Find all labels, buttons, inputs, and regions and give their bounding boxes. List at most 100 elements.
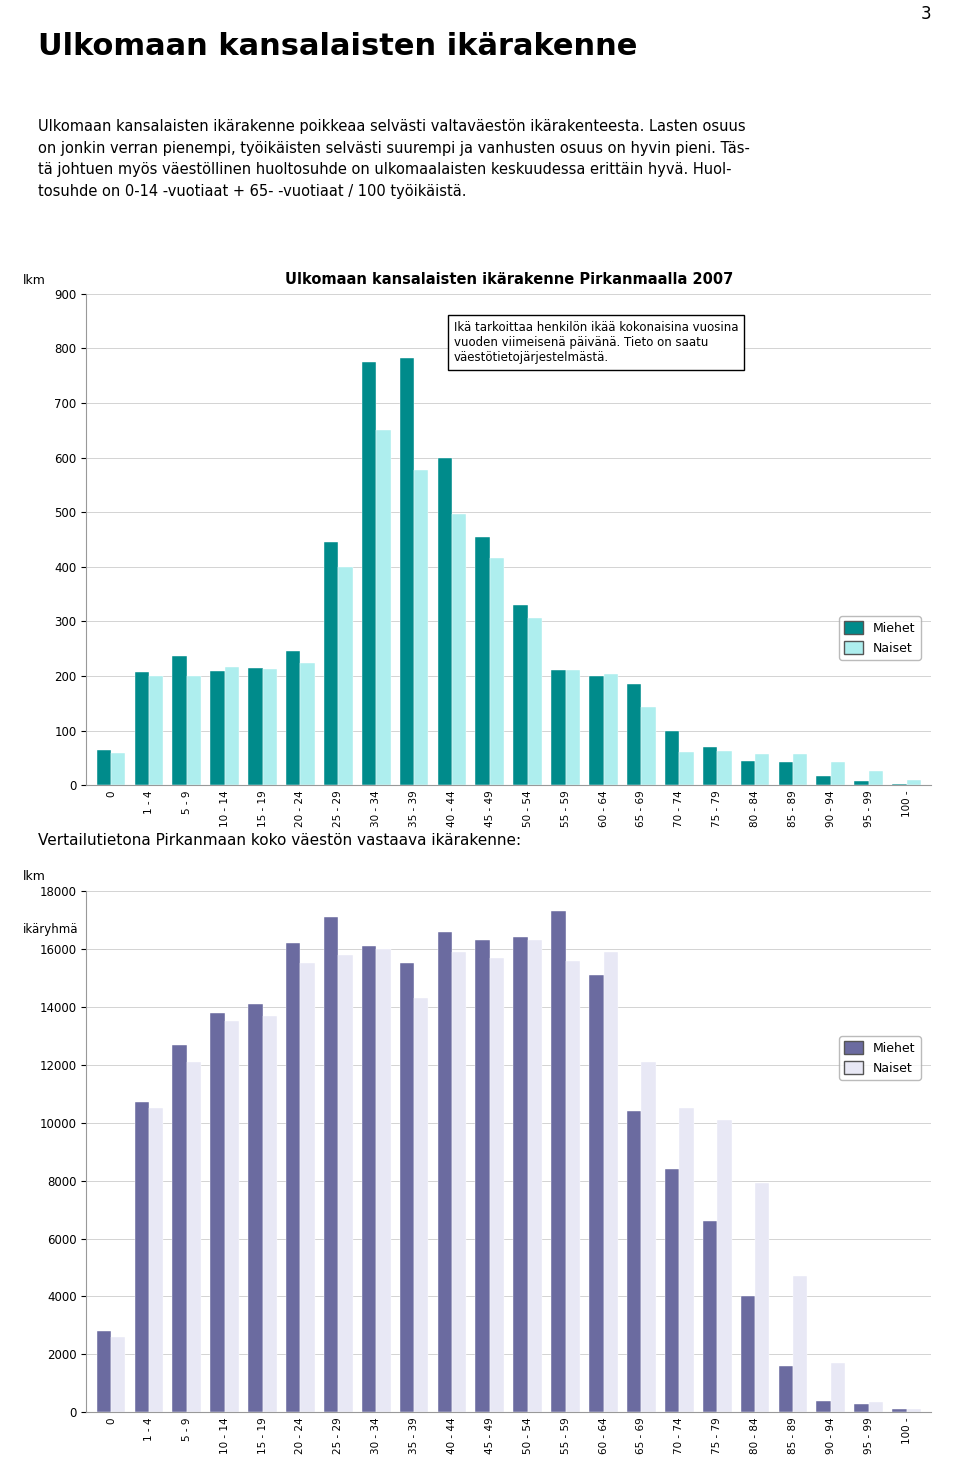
Bar [604, 951, 618, 1412]
Bar [490, 957, 504, 1412]
Text: 3: 3 [921, 6, 931, 23]
Bar [300, 963, 315, 1412]
Bar [362, 363, 376, 785]
Bar [111, 753, 126, 785]
Bar [376, 430, 391, 785]
Bar [703, 1221, 717, 1412]
Title: Ulkomaan kansalaisten ikärakenne Pirkanmaalla 2007: Ulkomaan kansalaisten ikärakenne Pirkanm… [285, 272, 732, 286]
Bar [717, 1120, 732, 1412]
Bar [173, 656, 187, 785]
Text: lkm: lkm [23, 275, 46, 286]
Bar [514, 938, 528, 1412]
Bar [452, 514, 467, 785]
Bar [249, 1004, 262, 1412]
Text: lkm: lkm [23, 871, 46, 884]
Bar [854, 781, 869, 785]
Bar [756, 755, 769, 785]
Bar [589, 677, 604, 785]
Bar [414, 470, 428, 785]
Bar [262, 1016, 276, 1412]
Bar [97, 1331, 111, 1412]
Bar [551, 669, 565, 785]
Bar [641, 1061, 656, 1412]
Bar [300, 664, 315, 785]
Bar [906, 1409, 921, 1412]
Bar [414, 998, 428, 1412]
Text: ikäryhmä: ikäryhmä [23, 923, 79, 937]
Bar [438, 458, 452, 785]
Bar [149, 677, 163, 785]
Bar [438, 932, 452, 1412]
Bar [551, 912, 565, 1412]
Bar [324, 918, 338, 1412]
Bar [249, 668, 262, 785]
Bar [741, 760, 756, 785]
Bar [187, 677, 202, 785]
Bar [627, 1111, 641, 1412]
Bar [565, 960, 580, 1412]
Bar [717, 752, 732, 785]
Bar [286, 942, 300, 1412]
Bar [830, 1362, 845, 1412]
Bar [225, 668, 239, 785]
Bar [779, 762, 793, 785]
Bar [779, 1365, 793, 1412]
Bar [528, 941, 542, 1412]
Legend: Miehet, Naiset: Miehet, Naiset [839, 617, 921, 659]
Bar [324, 542, 338, 785]
Bar [514, 605, 528, 785]
Bar [210, 671, 225, 785]
Bar [604, 674, 618, 785]
Legend: Miehet, Naiset: Miehet, Naiset [839, 1036, 921, 1079]
Bar [641, 708, 656, 785]
Bar [680, 752, 694, 785]
Bar [756, 1183, 769, 1412]
Text: Vertailutietona Pirkanmaan koko väestön vastaava ikärakenne:: Vertailutietona Pirkanmaan koko väestön … [38, 832, 521, 849]
Bar [665, 731, 680, 785]
Text: Ulkomaan kansalaisten ikärakenne poikkeaa selvästi valtaväestön ikärakenteesta. : Ulkomaan kansalaisten ikärakenne poikkea… [38, 119, 751, 198]
Bar [892, 1409, 906, 1412]
Bar [452, 951, 467, 1412]
Bar [528, 618, 542, 785]
Bar [793, 1276, 807, 1412]
Bar [187, 1061, 202, 1412]
Bar [665, 1169, 680, 1412]
Bar [627, 684, 641, 785]
Bar [830, 762, 845, 785]
Bar [816, 775, 830, 785]
Bar [376, 948, 391, 1412]
Bar [210, 1013, 225, 1412]
Bar [490, 558, 504, 785]
Text: Ulkomaan kansalaisten ikärakenne: Ulkomaan kansalaisten ikärakenne [38, 32, 637, 60]
Bar [869, 1402, 883, 1412]
Bar [854, 1403, 869, 1412]
Bar [475, 537, 490, 785]
Bar [399, 963, 414, 1412]
Bar [589, 975, 604, 1412]
Bar [741, 1296, 756, 1412]
Bar [338, 567, 352, 785]
Bar [475, 941, 490, 1412]
Bar [111, 1337, 126, 1412]
Text: Ikä tarkoittaa henkilön ikää kokonaisina vuosina
vuoden viimeisenä päivänä. Tiet: Ikä tarkoittaa henkilön ikää kokonaisina… [454, 320, 738, 364]
Bar [97, 750, 111, 785]
Bar [362, 945, 376, 1412]
Bar [286, 650, 300, 785]
Bar [565, 669, 580, 785]
Bar [399, 358, 414, 785]
Text: Pirkanmaan liitto 2008: Pirkanmaan liitto 2008 [798, 934, 931, 945]
Bar [338, 954, 352, 1412]
Bar [816, 1400, 830, 1412]
Bar [703, 747, 717, 785]
Bar [134, 672, 149, 785]
Text: Lähde: Tilastokeskus: Lähde: Tilastokeskus [86, 934, 209, 945]
Bar [262, 669, 276, 785]
Bar [225, 1022, 239, 1412]
Bar [173, 1045, 187, 1412]
Bar [134, 1102, 149, 1412]
Bar [149, 1108, 163, 1412]
Bar [793, 753, 807, 785]
Bar [869, 771, 883, 785]
Bar [906, 781, 921, 785]
Bar [680, 1108, 694, 1412]
